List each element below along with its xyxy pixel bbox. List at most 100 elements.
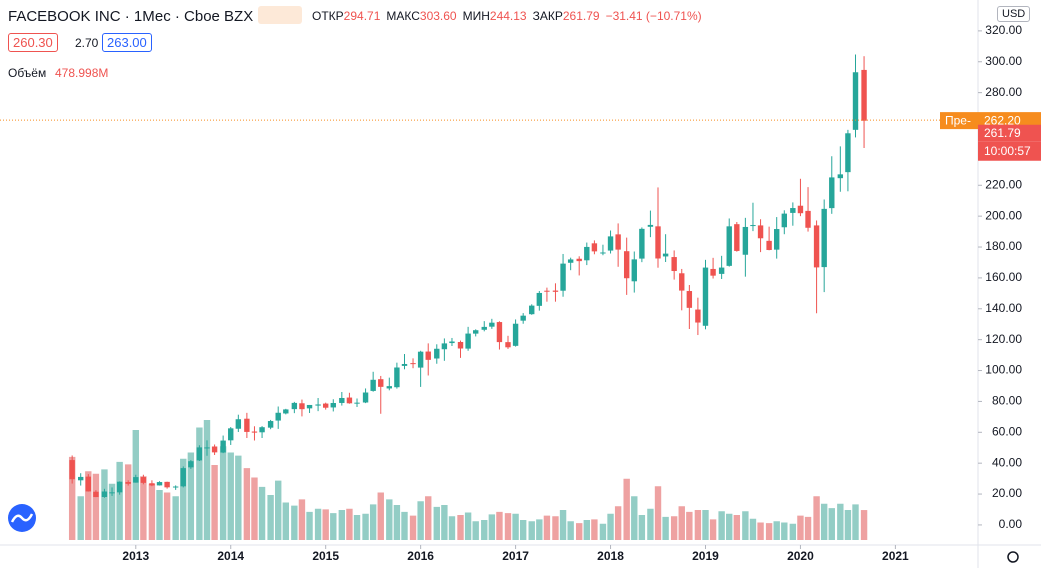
volume-bar (322, 509, 329, 540)
candle-body (85, 476, 92, 492)
volume-bar (338, 510, 346, 540)
volume-bar (235, 455, 242, 540)
volume-bar (243, 468, 251, 540)
logo-mark (10, 513, 34, 523)
candle-body (101, 491, 108, 497)
candle-body (441, 343, 448, 350)
candle-body (449, 341, 455, 344)
candle-body (315, 404, 321, 406)
y-tick-label: 80.00 (992, 394, 1022, 408)
y-tick-label: 300.00 (985, 54, 1022, 68)
volume-bar (591, 519, 598, 540)
volume-bar (472, 521, 479, 540)
candle-body (180, 468, 186, 487)
candle-body (291, 402, 298, 410)
x-tick-label: 2014 (217, 549, 244, 563)
candle-body (544, 290, 550, 292)
y-tick-label: 200.00 (985, 208, 1022, 222)
candle-body (149, 483, 155, 486)
volume-bar (409, 515, 417, 540)
volume-bar (647, 508, 654, 540)
candle-body (781, 213, 787, 228)
candle-body (473, 330, 479, 334)
currency-button[interactable]: USD (997, 6, 1031, 22)
volume-bar (552, 516, 559, 540)
candle-body (623, 251, 630, 279)
y-tick-label: 100.00 (985, 363, 1022, 377)
volume-bar (757, 522, 764, 540)
ohlc-label: ОТКР (312, 9, 344, 23)
candle-body (330, 403, 336, 408)
volume-bar (377, 492, 384, 540)
volume-bar (203, 420, 211, 540)
candle-body (845, 133, 851, 173)
y-tick-label: 40.00 (992, 455, 1022, 469)
candle-body (244, 418, 250, 432)
volume-bar (156, 490, 163, 540)
volume-bar (124, 464, 132, 540)
candle-body (600, 252, 606, 254)
volume-bar (583, 520, 590, 540)
candle-body (116, 481, 123, 493)
volume-bar (85, 471, 92, 540)
volume-bar (813, 496, 820, 540)
volume-bar (92, 473, 100, 540)
ohlc-value: 261.79 (562, 9, 600, 23)
volume-bar (512, 513, 519, 540)
candle-body (386, 386, 393, 389)
volume-bar (314, 508, 322, 540)
candle-body (259, 427, 265, 433)
candle-body (647, 224, 654, 227)
candle-body (576, 258, 582, 262)
candle-body (434, 348, 440, 359)
candle-body (655, 226, 661, 259)
volume-bar (797, 515, 804, 540)
candle-body (567, 259, 574, 263)
y-tick-label: 120.00 (985, 332, 1022, 346)
volume-bar (393, 505, 401, 540)
candle-body (489, 322, 495, 327)
candle-body (172, 486, 179, 488)
volume-bar (251, 477, 258, 540)
y-tick-label: 20.00 (992, 486, 1022, 500)
volume-bar (267, 495, 274, 540)
settings-icon[interactable] (1007, 551, 1019, 563)
volume-bar (116, 461, 123, 540)
volume-bar (662, 516, 669, 540)
status-icons[interactable] (258, 6, 302, 24)
volume-bar (457, 515, 464, 540)
volume-bar (227, 452, 234, 540)
candle-body (156, 482, 163, 486)
candle-body (607, 236, 614, 251)
volume-bar (353, 515, 361, 540)
volume-bar (773, 521, 780, 540)
candle-body (164, 481, 170, 488)
bid-price[interactable]: 260.30 (8, 33, 58, 52)
candle-body (275, 412, 281, 421)
candle-body (631, 259, 637, 282)
volume-bar (433, 506, 440, 540)
candle-body (78, 476, 84, 481)
volume-bar (306, 511, 313, 540)
volume-bar (275, 480, 282, 540)
y-tick-label: 180.00 (985, 239, 1022, 253)
volume-bar (425, 496, 432, 540)
volume-bar (291, 505, 298, 540)
volume-bar (559, 510, 567, 540)
ask-price[interactable]: 263.00 (102, 33, 152, 52)
candle-body (69, 460, 75, 480)
candle-body (204, 447, 210, 449)
candle-body (520, 315, 526, 321)
x-tick-label: 2020 (787, 549, 814, 563)
candle-body (686, 291, 693, 308)
y-tick-label: 60.00 (992, 424, 1022, 438)
volume-bar (567, 521, 574, 540)
volume-bar (631, 496, 638, 540)
candle-body (354, 402, 360, 404)
candle-body (695, 309, 701, 323)
volume-bar (148, 483, 156, 540)
x-tick-label: 2016 (407, 549, 434, 563)
candle-body (774, 229, 780, 250)
candle-body (211, 446, 218, 453)
